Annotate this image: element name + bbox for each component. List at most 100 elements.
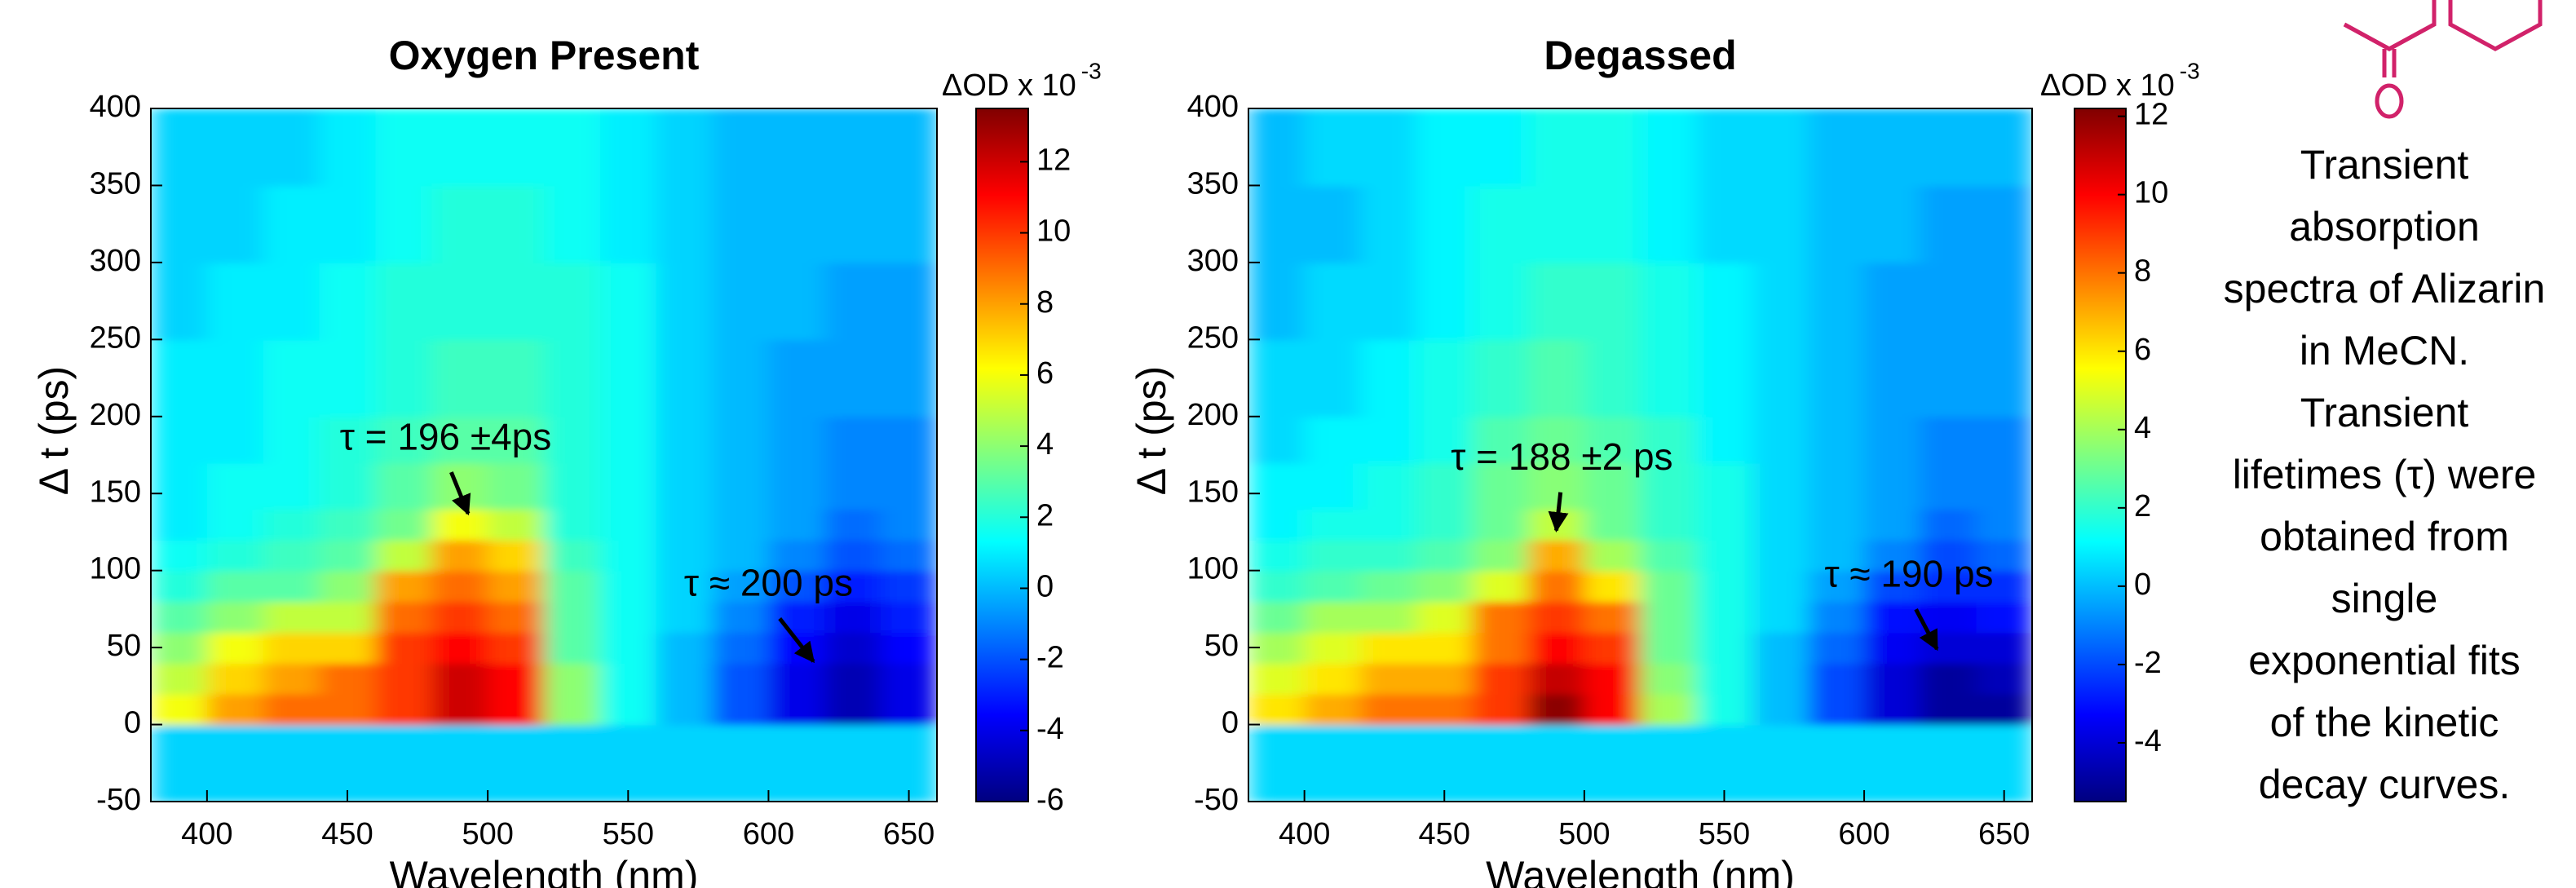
heatmap-cell <box>151 601 208 634</box>
heatmap-cell <box>712 632 770 664</box>
heatmap-cell <box>1696 693 1753 726</box>
heatmap-cell <box>881 570 937 603</box>
heatmap-cell <box>599 693 657 726</box>
heatmap-cell <box>712 262 770 341</box>
heatmap-cell <box>1248 570 1306 603</box>
heatmap-cell <box>488 663 545 695</box>
heatmap-cell <box>263 539 320 572</box>
x-axis-label: Wavelength (nm) <box>1486 853 1795 888</box>
x-tick-label: 550 <box>1699 817 1750 851</box>
y-tick-label: 250 <box>90 320 141 355</box>
heatmap-cell <box>1920 539 1977 572</box>
heatmap-cell <box>1752 632 1809 664</box>
heatmap-cell <box>206 416 264 464</box>
heatmap-cell <box>1416 509 1474 541</box>
heatmap-cell <box>151 509 208 541</box>
heatmap-cell <box>375 663 433 695</box>
heatmap-cell <box>824 416 882 464</box>
y-tick-label: 400 <box>90 90 141 124</box>
heatmap-cell <box>1976 108 2032 187</box>
heatmap-cell <box>1416 539 1474 572</box>
heatmap-cell <box>1976 570 2032 603</box>
heatmap-cell <box>712 339 770 417</box>
heatmap-cell <box>431 509 489 541</box>
annotation-arrow <box>778 617 815 664</box>
heatmap-cell <box>1864 539 1921 572</box>
heatmap-cell <box>599 724 657 802</box>
chart-title: Degassed <box>1544 33 1736 78</box>
heatmap-cell <box>375 539 433 572</box>
heatmap-cell <box>1976 539 2032 572</box>
colorbar-tick-label: -2 <box>2134 646 2162 680</box>
heatmap-cell <box>431 539 489 572</box>
heatmap-cells <box>1248 108 2032 802</box>
heatmap-cell <box>1416 262 1474 341</box>
heatmap-cell <box>1416 724 1474 802</box>
y-tick-label: -50 <box>96 783 141 817</box>
heatmap-cell <box>824 570 882 603</box>
heatmap-cell <box>712 724 770 802</box>
heatmap-cell <box>1416 185 1474 263</box>
heatmap-cell <box>881 509 937 541</box>
heatmap-cell <box>1752 339 1809 417</box>
heatmap-cell <box>1696 724 1753 802</box>
heatmap-cell <box>375 462 433 510</box>
annotation: τ = 188 ±2 ps <box>1451 435 1672 478</box>
heatmap-cell <box>1360 108 1417 187</box>
heatmap-cell <box>768 262 826 341</box>
heatmap-cell <box>1808 601 1866 634</box>
heatmap-cell <box>206 539 264 572</box>
heatmap-cell <box>544 416 601 464</box>
heatmap-cell <box>712 601 770 634</box>
heatmap-cell <box>599 462 657 510</box>
ring-right <box>2343 0 2437 51</box>
heatmap-cell <box>824 185 882 263</box>
ring-right-outer <box>2448 0 2543 51</box>
heatmap-cell <box>599 663 657 695</box>
heatmap-cell <box>656 663 714 695</box>
annotation-arrow <box>449 471 471 516</box>
x-tick-label: 400 <box>1279 817 1330 851</box>
heatmap-cell <box>712 693 770 726</box>
heatmap-cell <box>544 663 601 695</box>
ring-left <box>2343 0 2437 51</box>
heatmap-cell <box>1640 262 1698 341</box>
heatmap-cell <box>1696 509 1753 541</box>
heatmap-cell <box>1528 416 1585 464</box>
colorbar-tick-label: 12 <box>1036 143 1071 177</box>
heatmap-cell <box>1752 108 1809 187</box>
heatmap-cell <box>1584 462 1641 510</box>
heatmap-cell <box>1304 339 1362 417</box>
heatmap-cell <box>263 462 320 510</box>
heatmap-cell <box>375 108 433 187</box>
heatmap-cell <box>1528 262 1585 341</box>
heatmap-cell <box>1752 185 1809 263</box>
heatmap-cell <box>263 601 320 634</box>
y-tick-label: 150 <box>90 475 141 509</box>
heatmap-cell <box>1696 185 1753 263</box>
heatmap-cell <box>768 462 826 510</box>
heatmap-cell <box>263 570 320 603</box>
heatmap-cell <box>881 262 937 341</box>
chart: 400 450 500 550 600 650-500501001502002503003… <box>31 33 1101 888</box>
heatmap-cell <box>1808 724 1866 802</box>
heatmap-cell <box>1248 693 1306 726</box>
heatmap-cell <box>319 539 377 572</box>
x-tick-label: 500 <box>462 817 513 851</box>
heatmap-cell <box>768 693 826 726</box>
axes-frame <box>150 108 938 802</box>
colorbar-tick-label: 4 <box>2134 411 2151 445</box>
heatmap-cell <box>544 632 601 664</box>
heatmap-cell <box>1528 339 1585 417</box>
heatmap-cell <box>824 724 882 802</box>
heatmap-cell <box>1304 663 1362 695</box>
heatmap-cell <box>1640 539 1698 572</box>
x-tick-label: 650 <box>883 817 935 851</box>
heatmap-cell <box>544 185 601 263</box>
heatmap-cell <box>1696 416 1753 464</box>
heatmap-cell <box>656 570 714 603</box>
heatmap-cell <box>824 601 882 634</box>
heatmap-cell <box>1696 570 1753 603</box>
heatmap-cell <box>206 663 264 695</box>
heatmap-cell <box>151 339 208 417</box>
